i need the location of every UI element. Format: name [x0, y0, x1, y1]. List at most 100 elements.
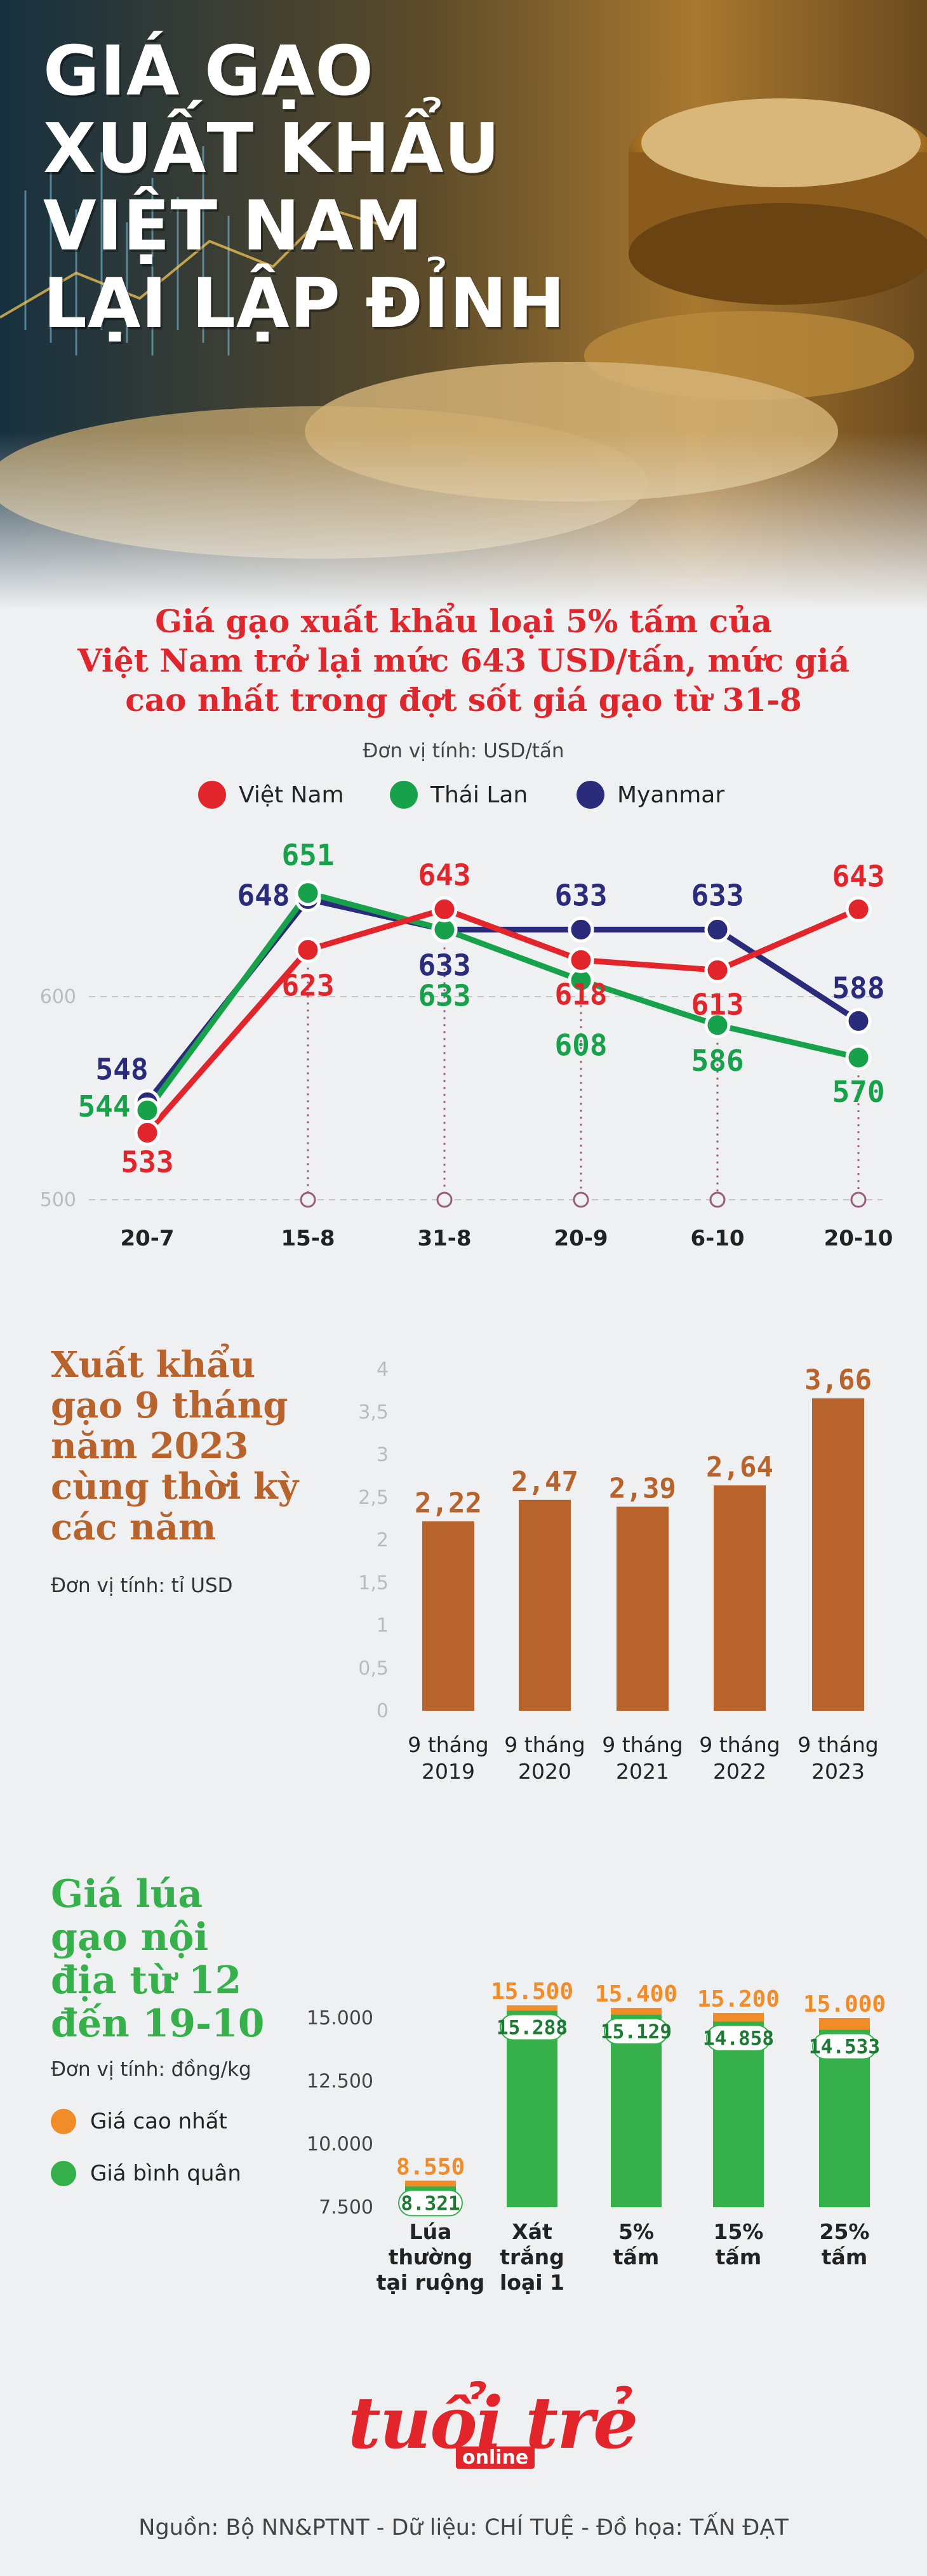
data-label-vietnam: 533: [121, 1145, 173, 1179]
data-point-vietnam: [568, 946, 594, 973]
bar-max-label: 8.550: [396, 2154, 465, 2180]
hero-background: [0, 0, 927, 609]
data-label-vietnam: 618: [554, 977, 607, 1011]
y-tick-label: 1: [377, 1615, 389, 1637]
source-credit: Nguồn: Bộ NN&PTNT - Dữ liệu: CHÍ TUỆ - Đ…: [138, 2515, 789, 2540]
y-tick-label: 1,5: [358, 1572, 389, 1594]
x-tick-label: 9 tháng: [699, 1732, 780, 1757]
domestic-chart-unit: Đơn vị tính: đồng/kg: [51, 2058, 251, 2081]
y-tick-label: 3: [377, 1444, 389, 1466]
x-tick-label: tấm: [716, 2245, 761, 2269]
x-tick-label: 20-9: [554, 1226, 608, 1251]
export-chart-unit: Đơn vị tính: tỉ USD: [51, 1574, 233, 1597]
hero-banner: GIÁ GẠO XUẤT KHẨU VIỆT NAM LẠI LẬP ĐỈNH: [0, 0, 927, 609]
bar-avg-price: [507, 2010, 557, 2207]
bar-max-label: 15.500: [491, 1979, 573, 2005]
y-tick-label: 12.500: [307, 2070, 373, 2092]
x-tick-label: Xát: [512, 2219, 552, 2244]
bar-value-label: 2,47: [511, 1466, 578, 1498]
subtitle-line-3: cao nhất trong đợt sốt giá gạo từ 31-8: [125, 681, 802, 719]
bar-export: [422, 1521, 474, 1711]
x-tick-label: loại 1: [500, 2270, 564, 2295]
line-chart: 600 500 20-7 15-8 31-8 20-9 6-10 20-10 533 623 643…: [40, 838, 893, 1251]
data-label-myanmar: 548: [95, 1052, 148, 1086]
data-label-thailand: 570: [832, 1075, 884, 1109]
x-tick-label: 9 tháng: [408, 1732, 488, 1757]
y-tick-label: 2,5: [358, 1487, 389, 1509]
x-tick-label: tấm: [613, 2245, 659, 2269]
x-tick-label: 9 tháng: [602, 1732, 683, 1757]
data-label-thailand: 586: [691, 1044, 744, 1078]
bar-value-label: 2,64: [706, 1451, 773, 1484]
drop-marker: [300, 1192, 316, 1208]
data-point-thailand: [704, 1012, 731, 1039]
legend-dot-myanmar: [577, 781, 604, 809]
data-label-vietnam: 643: [832, 859, 884, 893]
x-tick-label: trắng: [500, 2245, 564, 2269]
y-tick-label: 15.000: [307, 2007, 373, 2029]
legend-dot-thailand: [390, 781, 418, 809]
drop-marker: [436, 1192, 453, 1208]
line-chart-unit: Đơn vị tính: USD/tấn: [363, 740, 564, 762]
legend-avg-price: Giá bình quân: [51, 2158, 241, 2189]
x-tick-label: 25%: [820, 2219, 870, 2244]
x-tick-label: tại ruộng: [377, 2270, 484, 2295]
series-line-thailand: [145, 890, 860, 1112]
legend-dot-max: [51, 2109, 76, 2134]
bar-avg-price: [611, 2014, 662, 2207]
subtitle-line-1: Giá gạo xuất khẩu loại 5% tấm của: [155, 602, 772, 640]
legend-dot-vietnam: [198, 781, 226, 809]
drop-marker: [573, 1192, 589, 1208]
data-label-myanmar: 588: [832, 971, 884, 1005]
y-tick-label: 2: [377, 1529, 389, 1551]
legend-myanmar: Myanmar: [577, 778, 724, 812]
x-tick-label: 2019: [422, 1759, 475, 1784]
bar-avg-price: [713, 2021, 764, 2207]
x-tick-label: 9 tháng: [504, 1732, 585, 1757]
data-label-thailand: 608: [554, 1028, 607, 1062]
data-label-thailand: 544: [77, 1089, 130, 1124]
data-point-thailand: [295, 880, 321, 906]
legend-vietnam: Việt Nam: [198, 778, 344, 812]
y-tick-label: 4: [377, 1358, 389, 1381]
y-tick-label: 600: [40, 986, 76, 1008]
x-tick-label: 2023: [811, 1759, 865, 1784]
y-tick-label: 3,5: [358, 1401, 389, 1423]
title-line-2: XUẤT KHẨU: [43, 109, 501, 189]
data-label-myanmar: 648: [237, 878, 290, 912]
y-tick-label: 0,5: [358, 1657, 389, 1680]
x-tick-label: 31-8: [417, 1226, 471, 1251]
subtitle-line-2: Việt Nam trở lại mức 643 USD/tấn, mức gi…: [77, 642, 850, 679]
export-title-line-1: Xuất khẩu: [51, 1344, 256, 1386]
bar-export: [519, 1499, 571, 1711]
legend-label-myanmar: Myanmar: [617, 781, 725, 808]
export-title-line-3: năm 2023: [51, 1425, 249, 1467]
legend-dot-avg: [51, 2161, 76, 2186]
x-tick-label: Lúa: [410, 2219, 452, 2244]
bar-export: [617, 1506, 669, 1711]
data-point-vietnam: [845, 896, 872, 922]
data-point-thailand: [134, 1097, 161, 1124]
x-tick-label: 2022: [713, 1759, 766, 1784]
tuoitre-logo: tuổi trẻ online: [348, 2382, 638, 2471]
data-point-vietnam: [704, 957, 731, 983]
x-tick-label: 15-8: [281, 1226, 335, 1251]
data-point-vietnam: [431, 896, 458, 922]
x-tick-label: 15%: [714, 2219, 764, 2244]
y-tick-label: 0: [377, 1700, 389, 1722]
data-label-vietnam: 613: [691, 987, 744, 1021]
legend-label-max: Giá cao nhất: [90, 2109, 227, 2134]
y-tick-label: 10.000: [307, 2134, 373, 2156]
bar-max-label: 15.400: [595, 1981, 677, 2007]
domestic-bar-chart: 7.500 10.000 12.500 15.000 8.550 8.321 Lúathườ…: [307, 1979, 886, 2295]
legend-thailand: Thái Lan: [390, 778, 528, 812]
data-label-myanmar: 633: [691, 878, 744, 912]
x-tick-label: 20-10: [824, 1226, 893, 1251]
domestic-title-line-1: Giá lúa: [51, 1872, 203, 1916]
legend-label-vietnam: Việt Nam: [239, 781, 344, 808]
x-tick-label: tấm: [822, 2245, 867, 2269]
data-point-myanmar: [568, 916, 594, 943]
title-line-4: LẠI LẬP ĐỈNH: [43, 264, 566, 343]
x-tick-label: 2020: [518, 1759, 571, 1784]
